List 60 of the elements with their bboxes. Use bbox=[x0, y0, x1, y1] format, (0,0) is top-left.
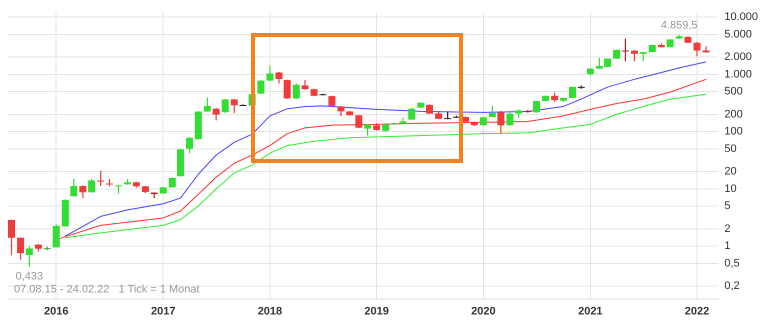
candlestick bbox=[222, 98, 229, 114]
y-tick-label: 10 bbox=[724, 182, 737, 195]
y-tick-label: 2 bbox=[724, 222, 730, 235]
annotation: 0,433 bbox=[16, 270, 44, 282]
candlestick bbox=[284, 79, 291, 100]
y-tick-label: 1 bbox=[724, 240, 730, 252]
candlestick bbox=[444, 110, 452, 120]
candlestick bbox=[8, 219, 16, 256]
annotation: 07.08.15 - 24.02.22 1 Tick = 1 Monat bbox=[14, 283, 200, 296]
candlestick bbox=[497, 110, 504, 134]
candlestick bbox=[302, 79, 309, 90]
candlestick bbox=[488, 105, 496, 118]
y-tick-label: 5.000 bbox=[724, 28, 752, 40]
candlestick bbox=[88, 178, 96, 193]
candlestick bbox=[79, 184, 86, 199]
y-tick-label: 5 bbox=[724, 200, 730, 212]
candlestick bbox=[257, 80, 264, 95]
x-tick-label: 2021 bbox=[578, 305, 603, 318]
candlestick bbox=[26, 245, 33, 268]
x-tick-label: 2018 bbox=[258, 305, 282, 318]
candlestick bbox=[204, 96, 211, 112]
x-tick-label: 2016 bbox=[44, 305, 68, 318]
y-tick-label: 0,2 bbox=[724, 280, 740, 292]
candlestick bbox=[97, 170, 104, 187]
annotation: 4.859,5 bbox=[660, 20, 698, 32]
candlestick bbox=[17, 237, 24, 260]
candlestick bbox=[694, 42, 701, 57]
y-tick-label: 100 bbox=[724, 126, 743, 138]
x-tick-label: 2022 bbox=[684, 305, 710, 318]
candlestick bbox=[630, 50, 638, 62]
candlestick bbox=[613, 49, 620, 60]
candlestick bbox=[408, 107, 416, 121]
x-tick-label: 2020 bbox=[471, 305, 496, 318]
candlestick bbox=[426, 104, 434, 114]
candlestick bbox=[337, 105, 344, 117]
candlestick bbox=[186, 136, 194, 154]
candlestick bbox=[355, 114, 362, 129]
y-tick-label: 200 bbox=[724, 108, 743, 120]
y-tick-label: 0,5 bbox=[724, 257, 740, 270]
y-tick-label: 1.000 bbox=[724, 68, 752, 80]
candlestick bbox=[292, 82, 300, 100]
candlestick bbox=[578, 84, 585, 90]
y-tick-label: 50 bbox=[724, 142, 737, 155]
y-tick-label: 10.000 bbox=[724, 11, 758, 24]
y-tick-label: 500 bbox=[724, 86, 743, 98]
x-tick-label: 2017 bbox=[150, 305, 176, 318]
candlestick bbox=[212, 107, 220, 121]
candlestick bbox=[622, 38, 629, 62]
y-tick-label: 2.000 bbox=[724, 51, 752, 64]
candlestick bbox=[266, 64, 274, 82]
y-tick-label: 20 bbox=[724, 166, 737, 178]
x-tick-label: 2019 bbox=[364, 305, 389, 318]
candlestick bbox=[640, 50, 647, 62]
candlestick bbox=[52, 224, 60, 248]
candlestick bbox=[364, 123, 372, 136]
candlestick bbox=[70, 178, 78, 197]
candlestick bbox=[230, 98, 238, 114]
candlestick bbox=[506, 112, 514, 126]
candlestick bbox=[275, 71, 282, 84]
candlestick bbox=[551, 92, 558, 103]
